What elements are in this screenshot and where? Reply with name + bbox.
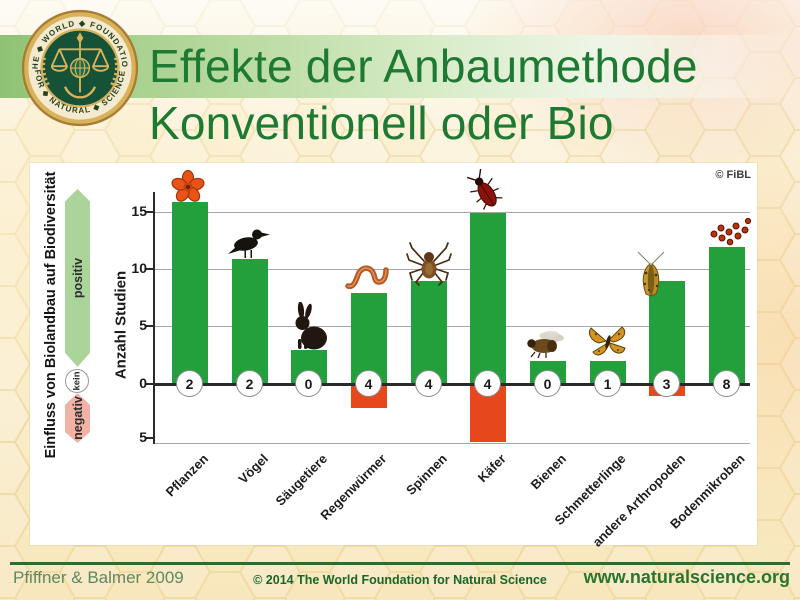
neutral-count-s-ugetiere: 0 xyxy=(295,370,322,397)
positive-bar-bodenmikroben xyxy=(709,247,745,384)
positive-bar-v-gel xyxy=(232,258,268,384)
neutral-count-regenw-rmer: 4 xyxy=(355,370,382,397)
y-axis-tick xyxy=(146,437,153,439)
neutral-count-k-fer: 4 xyxy=(474,370,501,397)
beetle-icon xyxy=(465,168,505,213)
spider-icon xyxy=(406,240,452,287)
category-label-k-fer: Käfer xyxy=(474,451,509,486)
negative-effect-arrow: negativ xyxy=(65,393,90,443)
bee-icon xyxy=(525,328,569,359)
y-tick-label-4: 5 xyxy=(139,429,147,445)
microbes-icon xyxy=(708,217,752,247)
gridline xyxy=(153,443,750,444)
neutral-count-spinnen: 4 xyxy=(415,370,442,397)
moth-icon xyxy=(633,251,669,298)
worm-icon xyxy=(345,261,389,291)
neutral-count-bienen: 0 xyxy=(534,370,561,397)
positive-effect-arrow: positiv xyxy=(65,189,90,367)
positive-bar-andere-arthropoden xyxy=(649,281,685,384)
y-axis-tick xyxy=(146,268,153,270)
gridline xyxy=(153,326,750,327)
positive-bar-regenw-rmer xyxy=(351,292,387,384)
neutral-count-schmetterlinge: 1 xyxy=(594,370,621,397)
slide-title-line1: Effekte der Anbaumethode xyxy=(149,40,698,92)
zero-line xyxy=(153,382,750,386)
category-label-v-gel: Vögel xyxy=(234,451,271,487)
gridline xyxy=(153,269,750,270)
y-axis-tick xyxy=(146,383,153,385)
positive-bar-k-fer xyxy=(470,213,506,384)
category-label-s-ugetiere: Säugetiere xyxy=(271,451,330,509)
hands-icon xyxy=(63,86,97,99)
positive-bar-spinnen xyxy=(411,281,447,384)
chart-credit: © FiBL xyxy=(715,169,751,181)
scales-of-justice-icon xyxy=(41,39,119,99)
neutral-effect-badge: kein xyxy=(65,369,89,393)
category-label-bienen: Bienen xyxy=(527,451,569,493)
foundation-seal-logo: THE ◆ WORLD ◆ FOUNDATION FOR ◆ NATURAL ◆… xyxy=(20,8,139,127)
neutral-count-bodenmikroben: 8 xyxy=(713,370,740,397)
chart-panel: Einfluss von Biolandbau auf Biodiversitä… xyxy=(30,163,757,550)
copyright-text: © 2014 The World Foundation for Natural … xyxy=(253,573,547,587)
category-label-pflanzen: Pflanzen xyxy=(162,451,211,500)
slide-title-line2: Konventionell oder Bio xyxy=(149,97,614,149)
source-citation: Pfiffner & Balmer 2009 xyxy=(13,568,184,587)
y-tick-label-2: 5 xyxy=(139,317,147,333)
neutral-count-andere-arthropoden: 3 xyxy=(653,370,680,397)
neutral-count-pflanzen: 2 xyxy=(176,370,203,397)
y-axis-tick xyxy=(146,211,153,213)
y-axis-tick xyxy=(146,325,153,327)
y-tick-label-0: 15 xyxy=(131,203,147,219)
website-link[interactable]: www.naturalscience.org xyxy=(583,567,790,587)
butterfly-icon xyxy=(586,325,630,359)
footer-divider xyxy=(10,562,790,565)
flower-icon xyxy=(171,169,205,202)
plot-area: 15 10 5 0 5 2 2 0 4 4 4 0 1 3 8 Pflanzen Vögel Säugetiere… xyxy=(30,163,757,550)
gridline xyxy=(153,212,750,213)
slide-title: Effekte der Anbaumethode Konventionell o… xyxy=(149,38,698,152)
rabbit-icon xyxy=(290,301,330,350)
y-tick-label-3: 0 xyxy=(139,375,147,391)
category-label-spinnen: Spinnen xyxy=(402,451,450,498)
bird-icon xyxy=(228,223,272,259)
y-tick-label-1: 10 xyxy=(131,260,147,276)
positive-bar-pflanzen xyxy=(172,201,208,384)
y-axis-line xyxy=(153,192,155,444)
neutral-count-v-gel: 2 xyxy=(236,370,263,397)
